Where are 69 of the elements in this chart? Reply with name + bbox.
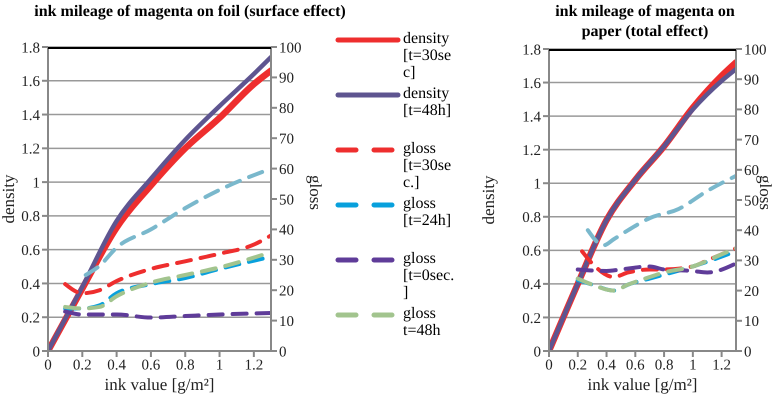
chart-title: ink mileage of magenta on paper (total effect) — [554, 2, 736, 42]
line-series — [586, 174, 736, 248]
y-tick-label: 0.6 — [21, 242, 40, 259]
y-tick-label: 0 — [32, 344, 40, 360]
x-axis-title: ink value [g/m²] — [104, 375, 214, 394]
x-tick-label: 1 — [689, 358, 697, 374]
y-tick-label: 0.8 — [21, 209, 40, 226]
y2-tick-label: 60 — [279, 162, 294, 178]
y-tick-label: 1.2 — [522, 142, 541, 159]
y2-axis-title: gloss — [306, 175, 325, 210]
legend-label: gloss t=48h — [403, 305, 442, 339]
y-tick-label: 0.8 — [522, 210, 541, 226]
x-tick-label: 0.4 — [107, 358, 126, 374]
y-tick-label: 1 — [32, 175, 40, 192]
chart-title: ink mileage of magenta on foil (surface effect) — [33, 2, 347, 22]
y-tick-label: 1.6 — [21, 74, 40, 90]
y2-tick-label: 40 — [744, 224, 759, 240]
y2-tick-label: 80 — [279, 101, 294, 118]
y-tick-label: 1.4 — [21, 108, 40, 124]
y2-tick-label: 100 — [744, 42, 766, 58]
x-tick-label: 0.2 — [568, 358, 588, 374]
y2-tick-label: 10 — [744, 314, 759, 330]
y2-axis-title: gloss — [756, 175, 775, 210]
legend-label: gloss [t=24h] — [403, 195, 452, 229]
x-tick-label: 0 — [545, 358, 553, 374]
y-tick-label: 0.2 — [21, 310, 40, 327]
y2-tick-label: 20 — [279, 284, 294, 300]
x-tick-label: 0.4 — [597, 358, 616, 374]
y-tick-label: 0.4 — [21, 276, 40, 293]
y-tick-label: 1 — [534, 176, 541, 193]
y2-tick-label: 10 — [279, 314, 294, 330]
legend-label: density [t=48h] — [403, 85, 452, 119]
line-series — [576, 261, 736, 274]
y-axis-title: density — [479, 174, 498, 225]
x-tick-label: 0 — [44, 358, 52, 374]
y-tick-label: 0.2 — [522, 310, 541, 327]
x-tick-label: 0.6 — [626, 358, 646, 374]
x-axis-title: ink value [g/m²] — [588, 375, 698, 394]
x-tick-label: 0.6 — [142, 358, 161, 374]
y-tick-label: 0.4 — [522, 277, 542, 294]
y2-tick-label: 90 — [744, 72, 759, 89]
x-tick-label: 1.2 — [712, 358, 731, 374]
x-tick-label: 0.8 — [176, 358, 195, 374]
y-tick-label: 1.4 — [522, 109, 542, 126]
y2-tick-label: 20 — [744, 284, 759, 300]
y2-tick-label: 100 — [279, 40, 302, 56]
x-tick-label: 1 — [216, 358, 224, 374]
x-tick-label: 0.8 — [654, 358, 674, 374]
y-tick-label: 1.6 — [522, 76, 542, 92]
y2-tick-label: 90 — [279, 70, 294, 87]
y2-tick-label: 0 — [744, 344, 752, 360]
y-axis-title: density — [0, 174, 18, 224]
y2-tick-label: 70 — [744, 132, 759, 149]
y2-tick-label: 40 — [279, 222, 294, 239]
y2-tick-label: 30 — [279, 253, 294, 270]
y-tick-label: 1.8 — [522, 42, 541, 58]
y-tick-label: 1.8 — [21, 40, 40, 56]
y-tick-label: 1.2 — [21, 142, 40, 158]
y2-tick-label: 30 — [744, 254, 759, 270]
x-tick-label: 1.2 — [244, 358, 264, 374]
x-tick-label: 0.2 — [72, 358, 92, 374]
line-series — [63, 309, 271, 320]
y2-tick-label: 50 — [279, 192, 294, 208]
y2-tick-label: 70 — [279, 132, 294, 148]
y2-tick-label: 0 — [279, 344, 286, 360]
y2-tick-label: 80 — [744, 102, 759, 119]
y-tick-label: 0.6 — [522, 244, 542, 260]
y-tick-label: 0 — [534, 344, 541, 360]
y2-tick-label: 50 — [744, 193, 759, 210]
